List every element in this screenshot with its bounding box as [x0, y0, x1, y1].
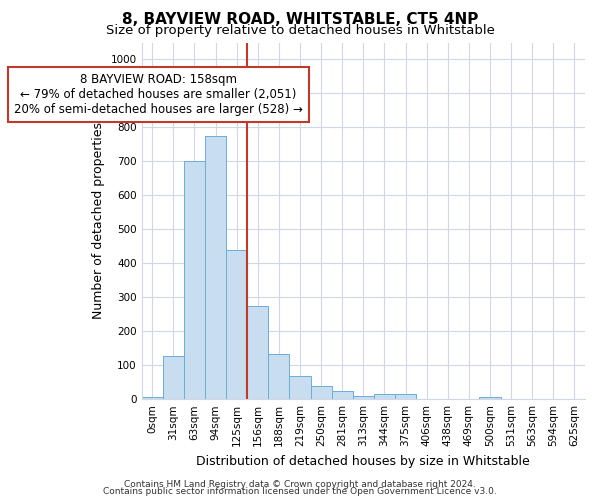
- Bar: [184, 162, 205, 399]
- X-axis label: Distribution of detached houses by size in Whitstable: Distribution of detached houses by size …: [196, 454, 530, 468]
- Bar: [479, 398, 500, 399]
- Text: Contains public sector information licensed under the Open Government Licence v3: Contains public sector information licen…: [103, 488, 497, 496]
- Bar: [163, 356, 184, 399]
- Bar: [353, 396, 374, 399]
- Bar: [289, 376, 311, 399]
- Y-axis label: Number of detached properties: Number of detached properties: [92, 122, 105, 320]
- Bar: [142, 398, 163, 399]
- Bar: [374, 394, 395, 399]
- Text: 8, BAYVIEW ROAD, WHITSTABLE, CT5 4NP: 8, BAYVIEW ROAD, WHITSTABLE, CT5 4NP: [122, 12, 478, 28]
- Text: 8 BAYVIEW ROAD: 158sqm
← 79% of detached houses are smaller (2,051)
20% of semi-: 8 BAYVIEW ROAD: 158sqm ← 79% of detached…: [14, 73, 303, 116]
- Bar: [311, 386, 332, 399]
- Bar: [332, 390, 353, 399]
- Text: Contains HM Land Registry data © Crown copyright and database right 2024.: Contains HM Land Registry data © Crown c…: [124, 480, 476, 489]
- Bar: [226, 250, 247, 399]
- Bar: [268, 354, 289, 399]
- Bar: [247, 306, 268, 399]
- Bar: [205, 136, 226, 399]
- Bar: [395, 394, 416, 399]
- Text: Size of property relative to detached houses in Whitstable: Size of property relative to detached ho…: [106, 24, 494, 37]
